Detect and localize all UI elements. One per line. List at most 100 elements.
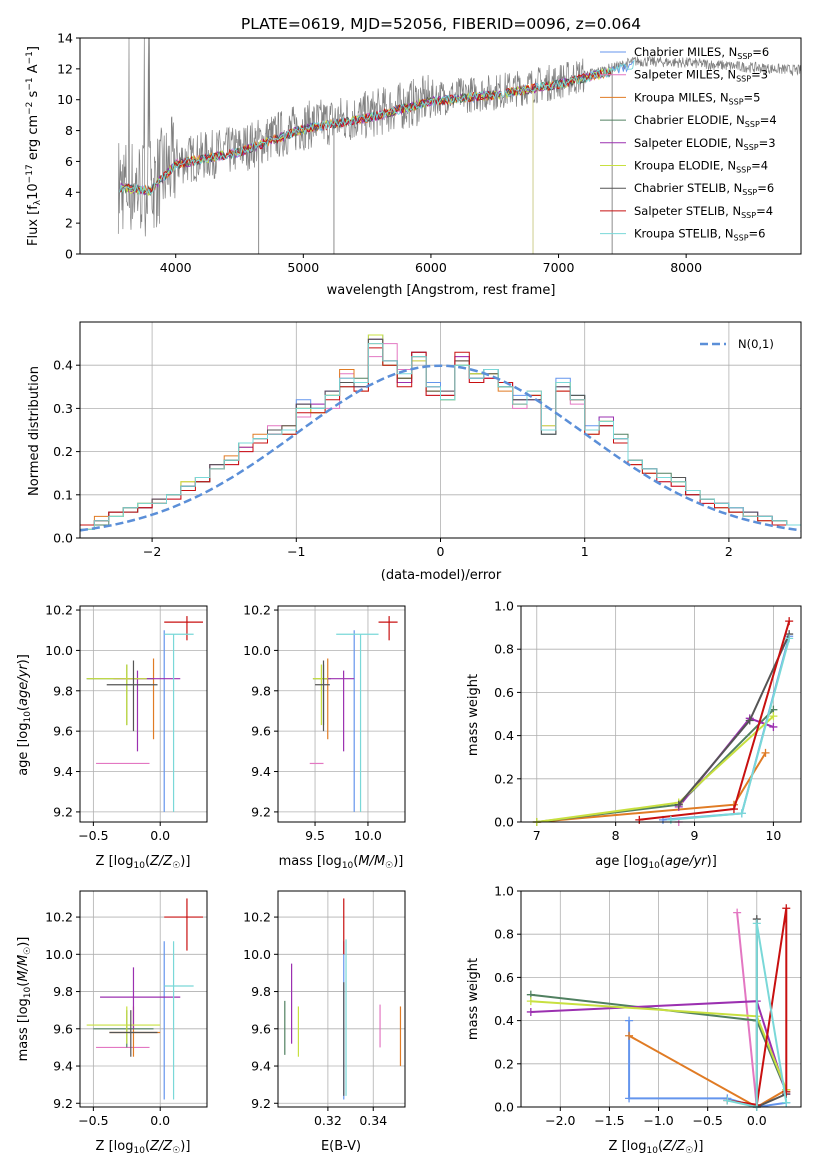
spectrum-xtick-label: 5000 [287, 260, 319, 275]
age_vs_Z-ytick-label: 10.2 [45, 603, 73, 618]
spectrum-legend-label: Kroupa ELODIE, NSSP=4 [634, 159, 768, 175]
age_vs_mass-ytick-label: 9.4 [251, 764, 271, 779]
mass_vs_Z-ytick-label: 10.0 [45, 947, 73, 962]
residuals-ytick-label: 0.1 [53, 487, 73, 502]
massweight_vs_Z-xtick-label: −2.0 [545, 1113, 575, 1128]
spectrum-legend-label: Salpeter STELIB, NSSP=4 [634, 204, 773, 220]
massweight_vs_Z-ytick-label: 0.2 [494, 1056, 514, 1071]
massweight_vs_Z-ytick-label: 1.0 [494, 884, 514, 899]
mass_vs_ebv-ytick-label: 9.6 [251, 1021, 271, 1036]
spectrum-ytick-label: 10 [57, 92, 73, 107]
spectrum-legend-label: Chabrier STELIB, NSSP=6 [634, 181, 774, 197]
age_vs_Z-ytick-label: 9.8 [53, 683, 73, 698]
massweight_vs_Z-series-line [736, 912, 758, 1108]
massweight_vs_age-ytick-label: 0.6 [494, 685, 514, 700]
residuals-histogram [79, 343, 801, 538]
massweight_vs_age-point [769, 712, 778, 721]
spectrum-ytick-label: 2 [65, 216, 73, 231]
mass_vs_Z-axes: −0.5 0.0 9.2 9.4 9.6 9.8 10.0 10.2 [45, 891, 207, 1128]
mass_vs_ebv-axes: 0.32 0.34 9.2 9.4 9.6 9.8 10.0 10.2 [243, 891, 405, 1128]
spectrum-title: PLATE=0619, MJD=52056, FIBERID=0096, z=0… [241, 15, 641, 33]
mass_vs_Z-xtick-label: −0.5 [78, 1113, 108, 1128]
spectrum-legend-label: Chabrier ELODIE, NSSP=4 [634, 113, 777, 129]
spectrum-xtick-label: 7000 [543, 260, 575, 275]
spectrum-legend-label: Chabrier MILES, NSSP=6 [634, 45, 769, 61]
mass_vs_ebv-frame [277, 890, 406, 1108]
massweight_vs_Z-ytick-label: 0.8 [494, 927, 514, 942]
massweight_vs_age-series-line [662, 635, 791, 821]
massweight_vs_age-xtick-label: 10 [765, 828, 781, 843]
mass_vs_ebv-ytick-label: 9.8 [251, 984, 271, 999]
residuals-gaussian-curve [79, 364, 802, 532]
spectrum-model-line [119, 68, 612, 194]
spectrum-xtick-label: 6000 [415, 260, 447, 275]
mass_vs_ebv-ytick-label: 10.0 [243, 947, 271, 962]
mass_vs_Z-ytick-label: 9.6 [53, 1021, 73, 1036]
age_vs_Z-xtick-label: 0.0 [150, 828, 170, 843]
residuals-xtick-label: 1 [581, 544, 589, 559]
age-z-ylabel: age [log10(age/yr)] [16, 654, 33, 776]
age_vs_Z-ytick-label: 10.0 [45, 643, 73, 658]
massweight_vs_Z-point [752, 919, 761, 928]
age_vs_mass-frame [277, 605, 406, 823]
massweight_vs_age-point [666, 815, 675, 824]
mass-z-ylabel: mass [log10(M/M☉)] [16, 937, 33, 1062]
age_vs_mass-ytick-label: 9.8 [251, 683, 271, 698]
age_vs_Z-frame [79, 605, 208, 823]
spectrum-ytick-label: 12 [57, 61, 73, 76]
spectrum-frame [79, 37, 802, 255]
residuals-xtick-label: −2 [143, 544, 161, 559]
massweight_vs_age-point [745, 716, 754, 725]
massweight_vs_Z-series-line [727, 923, 788, 1109]
residuals-xtick-label: 0 [437, 544, 445, 559]
mass_vs_ebv-ytick-label: 9.2 [251, 1096, 271, 1111]
mass_vs_ebv-ytick-label: 9.4 [251, 1059, 271, 1074]
spectrum-ylabel: Flux [fλ10−17 erg cm−2 s−1 A−1] [25, 46, 43, 246]
massweight_vs_Z-xtick-label: 0.0 [747, 1113, 767, 1128]
residuals-ylabel: Normed distribution [27, 366, 42, 496]
age_vs_Z-ytick-label: 9.6 [53, 724, 73, 739]
residuals-ytick-label: 0.3 [53, 401, 73, 416]
spectrum-legend-label: Salpeter MILES, NSSP=3 [634, 68, 768, 84]
spectrum-axes: 4000 5000 6000 7000 8000 0 2 4 6 8 10 12 14 Chabrier … [57, 31, 802, 275]
spectrum-legend-label: Kroupa STELIB, NSSP=6 [634, 227, 765, 243]
residuals-xlabel: (data-model)/error [381, 568, 502, 583]
massweight_vs_age-ytick-label: 1.0 [494, 599, 514, 614]
age_vs_Z-ytick-label: 9.2 [53, 804, 73, 819]
age_vs_mass-xtick-label: 10.0 [354, 828, 382, 843]
massweight_vs_age-point [785, 634, 794, 643]
mass_vs_Z-ytick-label: 9.2 [53, 1096, 73, 1111]
massweight_vs_age-point [674, 800, 683, 809]
residuals-axes: −2 −1 0 1 2 0.0 0.1 0.2 0.3 0.4 N(0,1) [53, 322, 802, 559]
massweight_vs_age-frame [520, 605, 802, 823]
massweight_vs_Z-ytick-label: 0.0 [494, 1100, 514, 1115]
massweight_vs_age-point [729, 805, 738, 814]
mass_vs_ebv-ytick-label: 10.2 [243, 910, 271, 925]
massweight_vs_age-point [737, 809, 746, 818]
mass_vs_Z-ytick-label: 9.4 [53, 1059, 73, 1074]
age_vs_mass-axes: 9.5 10.0 9.2 9.4 9.6 9.8 10.0 10.2 [243, 603, 405, 843]
massweight_vs_Z-frame [520, 890, 802, 1108]
mass_vs_Z-frame [79, 890, 208, 1108]
massweight_vs_Z-xtick-label: −1.0 [643, 1113, 673, 1128]
age_vs_mass-ytick-label: 9.6 [251, 724, 271, 739]
spectrum-ytick-label: 4 [65, 185, 73, 200]
massweight_vs_Z-series-line [727, 908, 788, 1106]
massweight_vs_age-xtick-label: 8 [612, 828, 620, 843]
spectrum-ytick-label: 6 [65, 154, 73, 169]
age-z-xlabel: Z [log10(Z/Z☉)] [96, 854, 191, 871]
massweight_vs_Z-point [526, 997, 535, 1006]
residuals-frame [79, 321, 802, 539]
mw-z-ylabel: mass weight [466, 958, 481, 1040]
massweight_vs_Z-point [782, 904, 791, 913]
spectrum-xlabel: wavelength [Angstrom, rest frame] [327, 283, 556, 298]
massweight_vs_Z-xtick-label: −1.5 [594, 1113, 624, 1128]
massweight_vs_age-point [761, 748, 770, 757]
mw-age-ylabel: mass weight [466, 674, 481, 756]
mass-ebv-xlabel: E(B-V) [321, 1139, 361, 1154]
age_vs_Z-xtick-label: −0.5 [78, 828, 108, 843]
mw-z-xlabel: Z [log10(Z/Z☉)] [609, 1139, 704, 1156]
spectrum-legend-label: Kroupa MILES, NSSP=5 [634, 90, 760, 106]
massweight_vs_Z-xtick-label: −0.5 [692, 1113, 722, 1128]
